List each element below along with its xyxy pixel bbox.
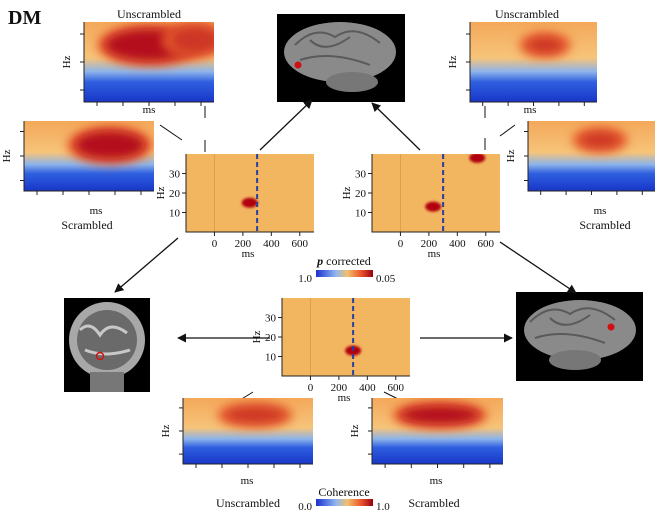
mri-coronal	[64, 298, 150, 392]
coherence-title: Coherence	[318, 485, 369, 499]
x-tick-label: 0	[308, 382, 314, 394]
brain-top	[277, 14, 405, 102]
p-max-label: 0.05	[376, 273, 396, 285]
clip-group	[217, 402, 293, 428]
y-tick-label: 10	[265, 352, 277, 364]
y-tick-label: 20	[355, 188, 367, 200]
y-axis-label: Hz	[505, 149, 517, 162]
clip-group	[392, 401, 488, 429]
x-tick-label: 600	[478, 238, 495, 250]
x-axis-label: ms	[242, 248, 255, 260]
figure-label: DM	[8, 7, 41, 29]
condition-label: Scrambled	[61, 218, 112, 232]
x-tick-label: 400	[263, 238, 280, 250]
coherence-core	[400, 406, 480, 424]
coherence-core	[170, 26, 220, 54]
y-axis-label: Hz	[251, 330, 263, 343]
p-colorbar	[316, 270, 373, 277]
coherence-core	[75, 131, 145, 159]
clip-group	[242, 198, 258, 208]
x-tick-label: 400	[449, 238, 466, 250]
coherence-core	[225, 407, 285, 423]
x-axis-label: ms	[430, 475, 443, 487]
y-axis-label: Hz	[155, 186, 167, 199]
y-axis-label: Hz	[341, 186, 353, 199]
significant-cluster	[469, 153, 485, 163]
clip-group	[519, 32, 571, 58]
x-tick-label: 400	[359, 382, 376, 394]
condition-label: Scrambled	[408, 496, 459, 510]
y-axis-label: Hz	[349, 424, 361, 437]
y-tick-label: 10	[355, 208, 367, 220]
condition-label: Unscrambled	[216, 496, 280, 510]
clip-group	[67, 126, 153, 164]
y-tick-label: 30	[265, 313, 277, 325]
p-title: corrected	[326, 254, 371, 268]
clip-group	[572, 127, 628, 153]
p-colorbar-title: p corrected	[316, 254, 371, 268]
y-tick-label: 10	[169, 208, 181, 220]
coherence-core	[580, 132, 620, 148]
coherence-core	[527, 37, 563, 53]
x-axis-label: ms	[594, 205, 607, 217]
condition-label: Unscrambled	[117, 7, 181, 21]
x-axis-label: ms	[143, 104, 156, 116]
brain-right	[516, 292, 643, 381]
x-axis-label: ms	[241, 475, 254, 487]
y-tick-label: 20	[265, 332, 277, 344]
p-symbol: p	[316, 254, 323, 268]
coherence-min-label: 0.0	[298, 501, 312, 512]
condition-label: Unscrambled	[495, 7, 559, 21]
y-axis-label: Hz	[61, 55, 73, 68]
x-tick-label: 600	[292, 238, 309, 250]
y-axis-label: Hz	[1, 149, 13, 162]
figure: DM p corrected 1.0 0.05 Coherence 0.0 1.…	[0, 0, 657, 512]
y-axis-label: Hz	[160, 424, 172, 437]
significant-cluster	[425, 202, 441, 212]
y-tick-label: 20	[169, 188, 181, 200]
y-tick-label: 30	[355, 169, 367, 181]
condition-label: Scrambled	[579, 218, 630, 232]
p-map	[372, 154, 500, 232]
x-axis-label: ms	[90, 205, 103, 217]
p-min-label: 1.0	[298, 273, 312, 285]
y-axis-label: Hz	[447, 55, 459, 68]
significant-cluster	[242, 198, 258, 208]
coherence-max-label: 1.0	[376, 501, 390, 512]
x-axis-label: ms	[524, 104, 537, 116]
p-map	[282, 298, 410, 376]
coherence-colorbar	[316, 499, 373, 506]
x-axis-label: ms	[428, 248, 441, 260]
x-tick-label: 0	[212, 238, 218, 250]
y-tick-label: 30	[169, 169, 181, 181]
x-tick-label: 0	[398, 238, 404, 250]
x-tick-label: 600	[388, 382, 405, 394]
x-axis-label: ms	[338, 392, 351, 404]
p-map	[186, 154, 314, 232]
